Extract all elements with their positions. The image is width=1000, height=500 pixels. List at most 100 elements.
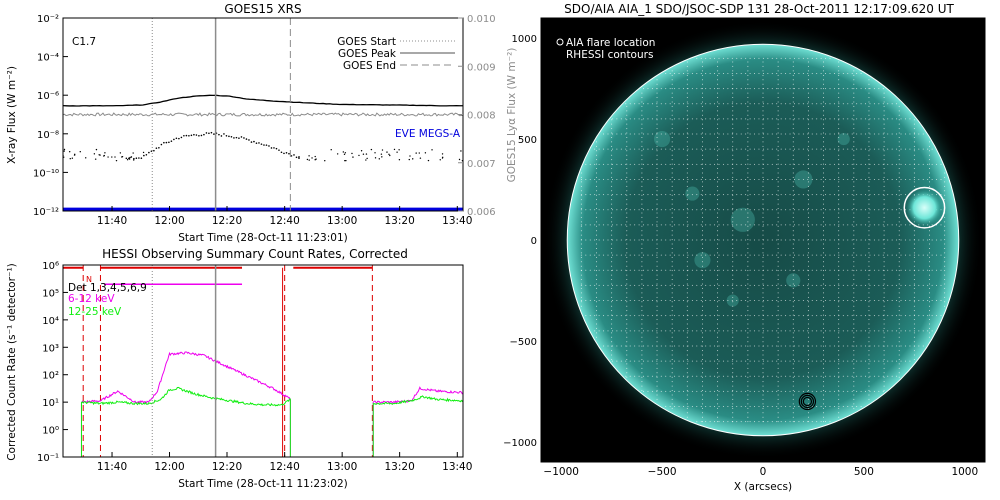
aia-grid-dot (771, 194, 773, 196)
aia-grid-dot (671, 292, 673, 294)
aia-grid-dot (929, 172, 930, 174)
aia-grid-dot (747, 345, 749, 347)
aia-grid-dot (860, 330, 862, 332)
aia-grid-dot (896, 360, 898, 362)
aia-grid-dot (651, 133, 653, 135)
aia-grid-dot (823, 132, 825, 134)
aia-grid-dot (842, 133, 844, 135)
aia-grid-dot (722, 254, 724, 256)
aia-grid-dot (883, 323, 885, 325)
aia-grid-dot (853, 310, 855, 312)
aia-grid-dot (620, 254, 622, 256)
aia-grid-dot (727, 345, 729, 347)
aia-grid-dot (732, 97, 734, 99)
hessi-x-tick-label: 13:20 (385, 461, 415, 473)
aia-grid-dot (727, 390, 729, 392)
aia-grid-dot (868, 234, 870, 236)
aia-grid-dot (747, 74, 749, 76)
aia-grid-dot (580, 181, 582, 183)
aia-grid-dot (900, 209, 902, 211)
aia-grid-dot (762, 332, 764, 334)
aia-grid-dot (641, 208, 643, 210)
aia-grid-dot (856, 284, 858, 286)
aia-grid-dot (847, 148, 849, 150)
aia-grid-dot (747, 363, 749, 365)
aia-grid-dot (887, 178, 889, 180)
aia-grid-dot (607, 284, 609, 286)
aia-grid-dot (747, 412, 749, 414)
goes-xrs-short-point (230, 136, 233, 138)
aia-grid-dot (626, 363, 628, 365)
aia-grid-dot (898, 292, 900, 294)
aia-grid-dot (626, 128, 628, 130)
aia-grid-dot (754, 163, 756, 165)
aia-grid-dot (771, 360, 773, 362)
aia-grid-dot (611, 178, 613, 180)
aia-grid-dot (714, 57, 716, 59)
aia-grid-dot (625, 375, 627, 377)
aia-grid-dot (665, 133, 667, 135)
aia-grid-dot (776, 390, 778, 392)
aia-grid-dot (842, 73, 844, 74)
aia-grid-dot (732, 221, 734, 223)
aia-grid-dot (682, 406, 684, 407)
goes-xrs-noise-point (378, 158, 381, 160)
aia-grid-dot (626, 230, 628, 232)
aia-grid-dot (883, 381, 885, 383)
aia-grid-dot (732, 234, 734, 236)
aia-grid-dot (898, 247, 900, 249)
aia-grid-dot (823, 390, 825, 392)
aia-grid-dot (758, 103, 760, 105)
aia-grid-dot (807, 150, 809, 152)
aia-grid-dot (883, 274, 885, 276)
aia-grid-dot (777, 79, 779, 81)
aia-grid-dot (665, 103, 667, 105)
aia-grid-dot (747, 376, 749, 378)
aia-grid-dot (611, 296, 613, 298)
aia-grid-dot (596, 154, 597, 156)
aia-grid-dot (777, 354, 779, 356)
goes-xrs-noise-point (458, 158, 461, 161)
aia-grid-dot (829, 57, 831, 59)
aia-grid-dot (927, 178, 929, 180)
aia-grid-dot (785, 330, 787, 332)
goes-xrs-noise-point (63, 148, 66, 151)
aia-grid-dot (811, 88, 813, 90)
aia-grid-dot (674, 163, 676, 165)
aia-grid-dot (792, 123, 794, 125)
aia-grid-dot (641, 154, 643, 156)
aia-grid-dot (674, 73, 676, 74)
aia-grid-dot (731, 360, 733, 362)
aia-grid-dot (669, 375, 671, 377)
aia-grid-dot (856, 315, 858, 317)
aia-grid-dot (807, 376, 809, 378)
aia-grid-dot (651, 178, 653, 180)
aia-grid-dot (603, 163, 605, 165)
aia-grid-dot (777, 97, 779, 99)
aia-grid-dot (811, 345, 813, 347)
aia-grid-dot (868, 350, 870, 352)
aia-grid-dot (940, 269, 942, 271)
aia-grid-dot (596, 292, 597, 294)
aia-grid-dot (686, 358, 688, 360)
aia-grid-dot (807, 243, 809, 245)
aia-grid-dot (647, 103, 649, 105)
aia-grid-dot (678, 163, 680, 165)
aia-grid-dot (922, 315, 924, 317)
aia-grid-dot (792, 261, 794, 263)
aia-grid-dot (811, 300, 813, 302)
aia-grid-dot (732, 301, 734, 303)
aia-grid-dot (823, 79, 825, 81)
aia-grid-dot (780, 73, 782, 74)
aia-grid-dot (762, 61, 764, 63)
aia-grid-dot (762, 163, 764, 165)
aia-grid-dot (701, 136, 703, 138)
aia-grid-dot (869, 224, 871, 226)
aia-grid-dot (717, 194, 719, 196)
aia-grid-dot (762, 261, 764, 263)
aia-grid-dot (929, 296, 930, 298)
aia-grid-dot (882, 194, 884, 196)
aia-grid-dot (580, 221, 582, 223)
aia-grid-dot (629, 178, 631, 180)
goes-xrs-noise-point (343, 153, 346, 156)
